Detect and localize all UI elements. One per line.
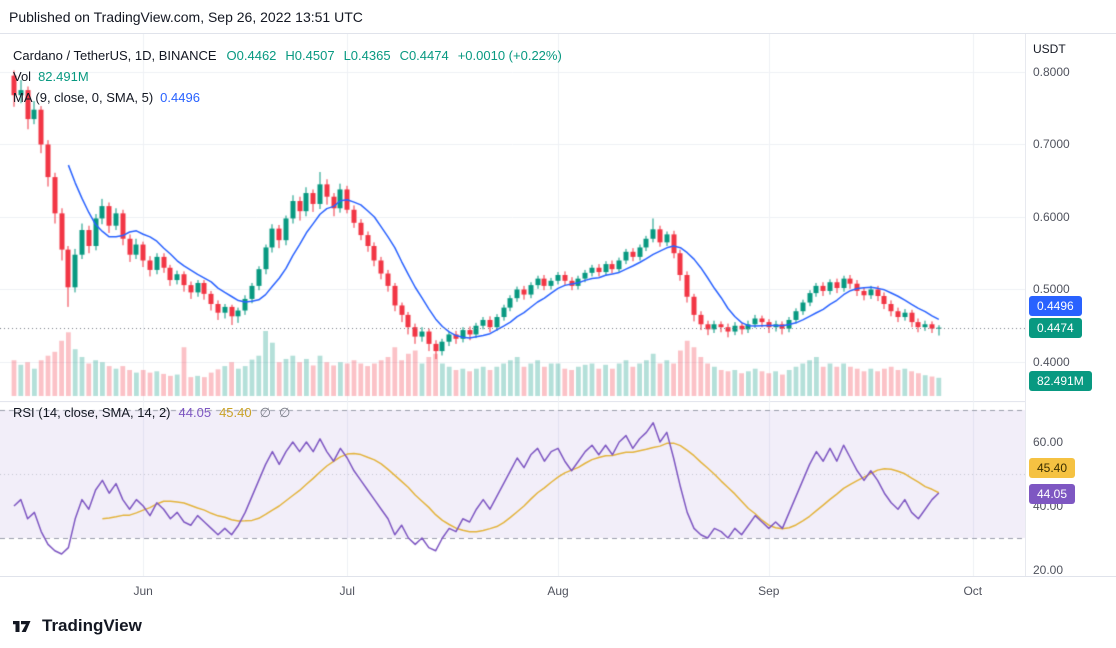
volume-label: Vol <box>13 69 32 84</box>
rsi-pane-canvas[interactable] <box>0 401 1025 576</box>
symbol-title[interactable]: Cardano / TetherUS, 1D, BINANCE <box>13 48 217 63</box>
ohlc-open: O0.4462 <box>227 48 277 63</box>
rsi-band-disabled-icon: ∅ <box>259 404 271 420</box>
ohlc-high-value: 0.4507 <box>294 48 335 63</box>
time-tick-label: Oct <box>963 584 983 598</box>
ma-label: MA (9, close, 0, SMA, 5) <box>13 90 154 105</box>
ohlc-high: H0.4507 <box>285 48 334 63</box>
ohlc-close-label: C <box>399 48 409 63</box>
volume-value: 82.491M <box>38 69 89 84</box>
volume-row: Vol 82.491M <box>13 66 562 87</box>
brand-name[interactable]: TradingView <box>42 616 142 635</box>
footer: TradingView <box>0 604 1116 648</box>
rsi-ma-value: 45.40 <box>219 405 252 420</box>
price-tick-label: 0.6000 <box>1033 209 1070 224</box>
rsi-band-disabled-icon: ∅ <box>278 404 291 420</box>
plot-area[interactable]: Cardano / TetherUS, 1D, BINANCE O0.4462 … <box>0 34 1025 576</box>
axis-badge-rsi: 44.05 <box>1029 484 1076 504</box>
rsi-value: 44.05 <box>178 405 212 420</box>
time-axis[interactable]: Jun Jul Aug Sep Oct <box>0 576 1116 604</box>
price-tick-label: 0.8000 <box>1033 64 1070 79</box>
ohlc-low-label: L <box>343 48 351 63</box>
rsi-legend: RSI (14, close, SMA, 14, 2) 44.05 45.40 … <box>13 402 290 423</box>
change-value: +0.0010 (+0.22%) <box>457 48 562 63</box>
ohlc-open-value: 0.4462 <box>236 48 277 63</box>
price-tick-label: 0.5000 <box>1033 282 1070 297</box>
time-tick-label: Jul <box>339 584 355 598</box>
tradingview-logo-icon[interactable] <box>10 614 34 638</box>
axis-badge-volume: 82.491M <box>1029 371 1092 391</box>
ohlc-open-label: O <box>226 48 237 63</box>
price-pane-canvas[interactable] <box>0 34 1025 401</box>
ohlc-low-value: 0.4365 <box>350 48 391 63</box>
price-tick-label: 0.7000 <box>1033 137 1070 152</box>
rsi-row: RSI (14, close, SMA, 14, 2) 44.05 45.40 … <box>13 402 290 423</box>
price-axis-unit: USDT <box>1033 42 1066 56</box>
publish-text: Published on TradingView.com, Sep 26, 20… <box>9 8 363 25</box>
time-tick-label: Aug <box>547 584 569 598</box>
time-tick-label: Sep <box>758 584 780 598</box>
rsi-tick-label: 20.00 <box>1033 563 1064 577</box>
axis-badge-ma-price: 0.4496 <box>1029 296 1082 316</box>
ohlc-close: C0.4474 <box>400 48 449 63</box>
axis-badge-last-price: 0.4474 <box>1029 318 1082 338</box>
price-axis[interactable]: USDT 0.8000 0.7000 0.6000 0.5000 0.4000 60.00… <box>1025 34 1116 577</box>
price-tick-label: 0.4000 <box>1033 354 1070 369</box>
ma-value: 0.4496 <box>160 90 200 105</box>
ma-row: MA (9, close, 0, SMA, 5) 0.4496 <box>13 87 562 108</box>
main-legend: Cardano / TetherUS, 1D, BINANCE O0.4462 … <box>13 45 562 108</box>
axis-badge-rsi-ma: 45.40 <box>1029 458 1076 478</box>
ohlc-high-label: H <box>285 48 295 63</box>
ohlc-close-value: 0.4474 <box>408 48 449 63</box>
time-tick-label: Jun <box>133 584 153 598</box>
chart-widget: Cardano / TetherUS, 1D, BINANCE O0.4462 … <box>0 33 1116 605</box>
symbol-row: Cardano / TetherUS, 1D, BINANCE O0.4462 … <box>13 45 562 66</box>
rsi-label: RSI (14, close, SMA, 14, 2) <box>13 405 171 420</box>
ohlc-low: L0.4365 <box>344 48 391 63</box>
rsi-tick-label: 60.00 <box>1033 435 1064 449</box>
publish-bar: Published on TradingView.com, Sep 26, 20… <box>0 0 1116 33</box>
